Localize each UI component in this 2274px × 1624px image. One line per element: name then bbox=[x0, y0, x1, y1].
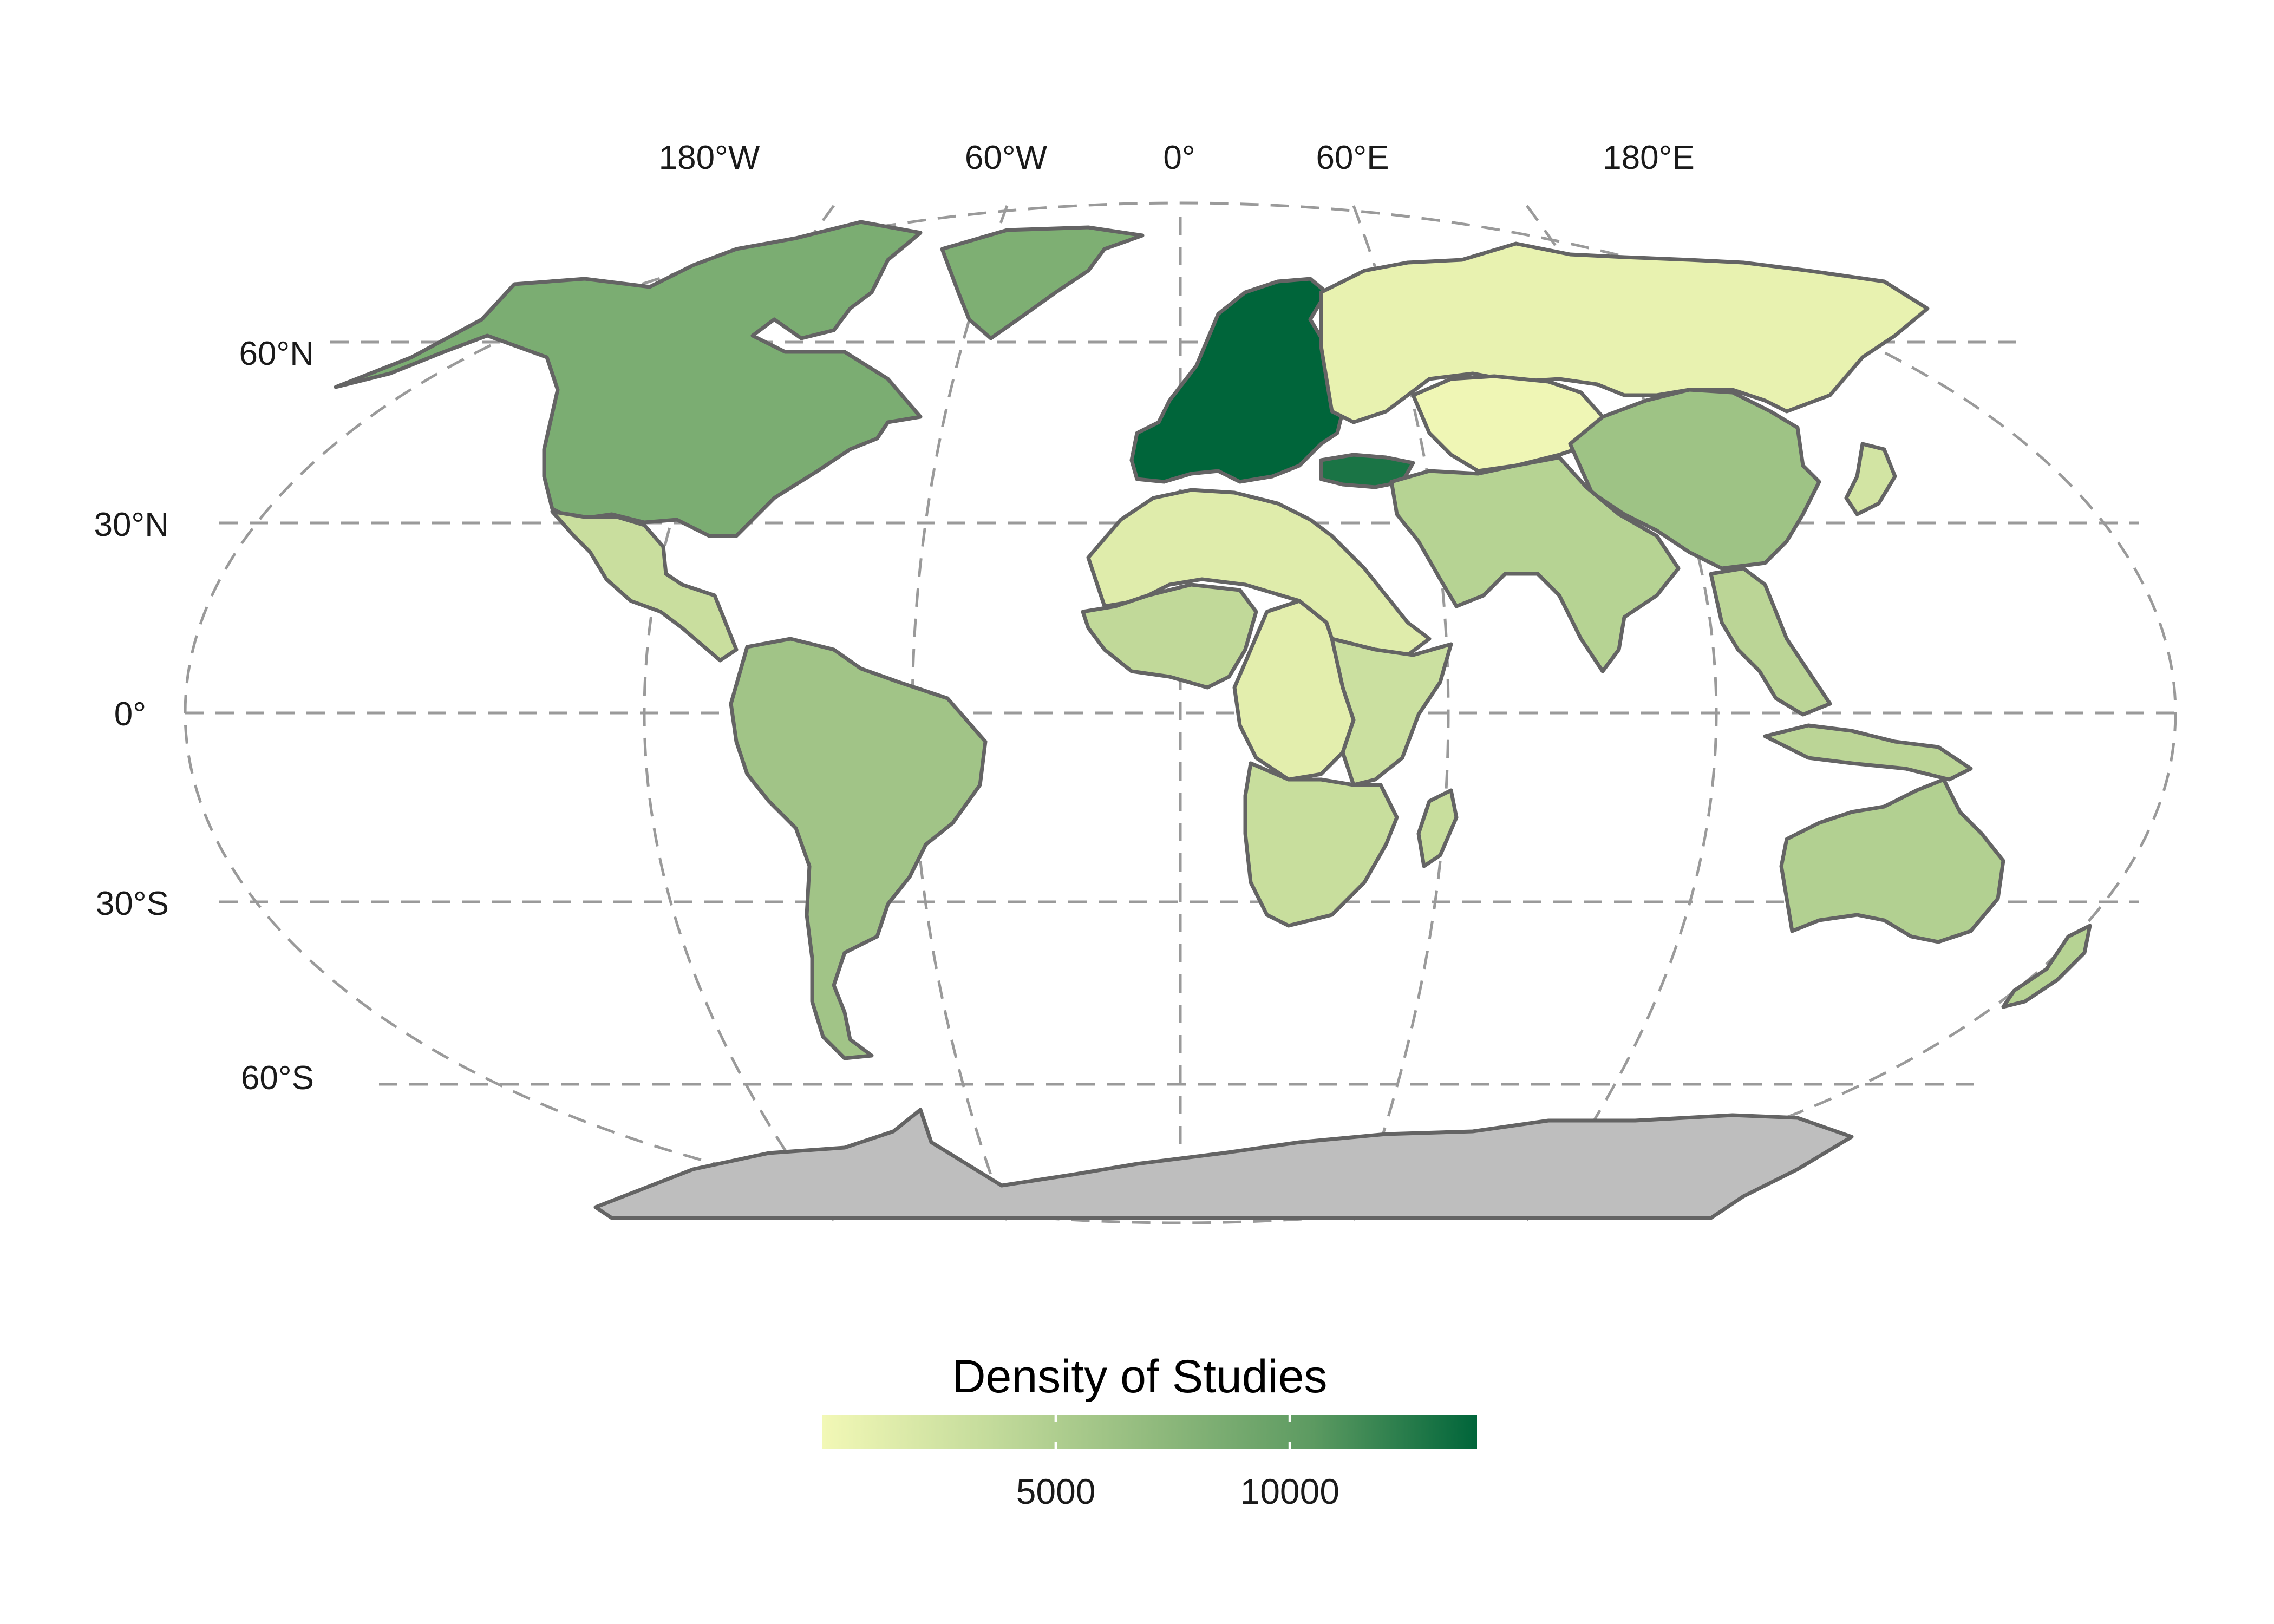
region-russia[interactable] bbox=[1319, 241, 1930, 424]
lat-label-30n: 30°N bbox=[94, 506, 169, 543]
region-south-america[interactable] bbox=[729, 637, 988, 1060]
lon-label-60e: 60°E bbox=[1316, 139, 1389, 176]
region-china[interactable] bbox=[1568, 388, 1821, 571]
region-japan[interactable] bbox=[1844, 442, 1897, 516]
lat-label-60s: 60°S bbox=[241, 1059, 314, 1097]
region-greenland[interactable] bbox=[940, 225, 1145, 340]
lon-label-60w: 60°W bbox=[965, 139, 1048, 176]
region-indonesia[interactable] bbox=[1763, 723, 1973, 782]
lon-label-180e: 180°E bbox=[1603, 139, 1695, 176]
land-masses bbox=[334, 220, 2092, 1220]
region-new-zealand[interactable] bbox=[2001, 924, 2092, 1009]
lat-label-60n: 60°N bbox=[239, 335, 314, 372]
legend-tick-label: 10000 bbox=[1240, 1471, 1340, 1511]
legend: Density of Studies 5000 10000 bbox=[822, 1351, 1477, 1511]
region-north-africa[interactable] bbox=[1086, 488, 1432, 657]
legend-ticks: 5000 10000 bbox=[1016, 1415, 1339, 1511]
region-antarctica bbox=[593, 1108, 1854, 1220]
region-west-africa[interactable] bbox=[1081, 582, 1258, 690]
region-madagascar[interactable] bbox=[1416, 788, 1459, 868]
lat-label-30s: 30°S bbox=[96, 885, 169, 922]
legend-colorbar bbox=[822, 1415, 1477, 1449]
region-east-africa[interactable] bbox=[1330, 637, 1453, 787]
legend-tick-label: 5000 bbox=[1016, 1471, 1096, 1511]
region-australia[interactable] bbox=[1779, 777, 2005, 944]
legend-title: Density of Studies bbox=[952, 1351, 1327, 1403]
lat-label-0: 0° bbox=[114, 696, 146, 733]
region-southern-africa[interactable] bbox=[1243, 761, 1399, 928]
region-central-america[interactable] bbox=[550, 509, 739, 663]
lon-label-0: 0° bbox=[1163, 139, 1195, 176]
graticule bbox=[184, 201, 2177, 1224]
graticule-labels: 180°W 60°W 0° 60°E 180°E 60°N 30°N 0° 30… bbox=[94, 139, 1694, 1097]
lon-label-180w: 180°W bbox=[659, 139, 760, 176]
region-southeast-asia[interactable] bbox=[1709, 566, 1832, 717]
region-europe[interactable] bbox=[1129, 277, 1345, 484]
region-north-america[interactable] bbox=[334, 220, 923, 538]
region-middle-east-south-asia[interactable] bbox=[1389, 455, 1681, 673]
